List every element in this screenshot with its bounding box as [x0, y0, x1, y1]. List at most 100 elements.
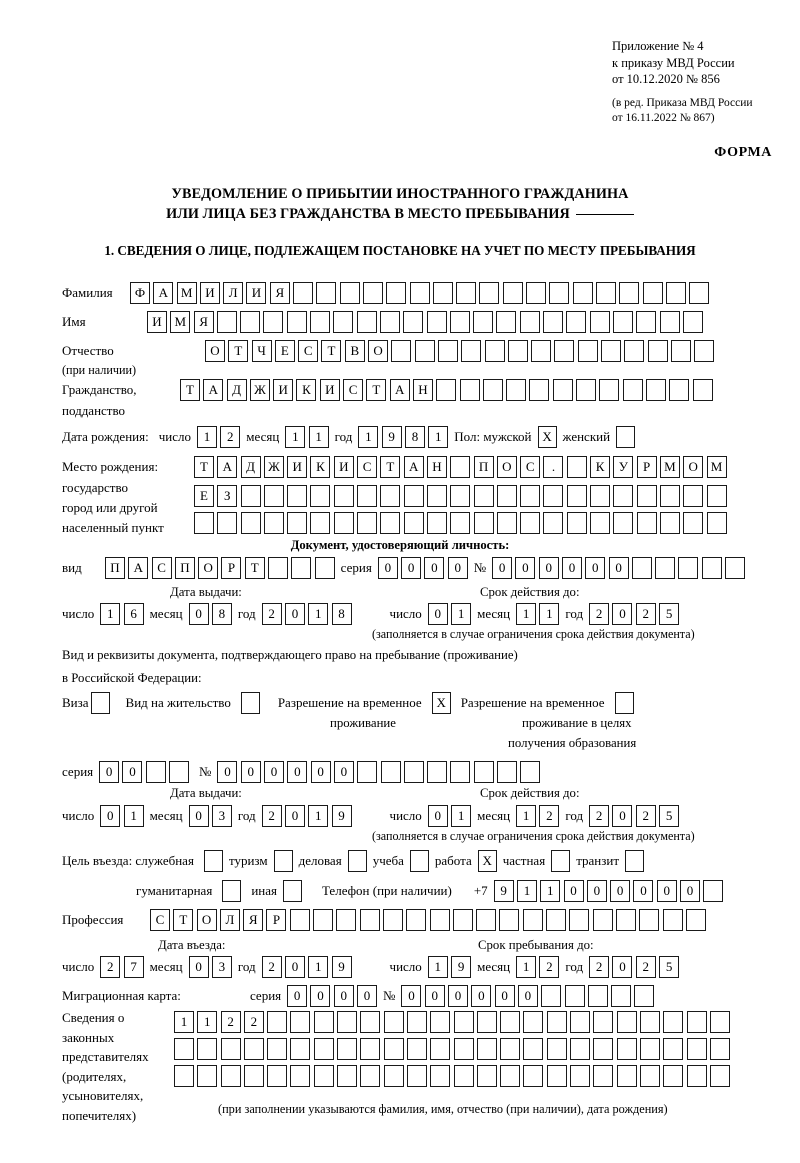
char-cell[interactable] — [499, 909, 520, 931]
char-cell[interactable]: Т — [366, 379, 387, 401]
char-cell[interactable] — [339, 282, 360, 304]
char-cell[interactable] — [336, 909, 357, 931]
char-cell[interactable] — [502, 282, 523, 304]
char-cell[interactable]: Ж — [249, 379, 270, 401]
char-cell[interactable]: 0 — [287, 985, 308, 1007]
char-cell[interactable] — [662, 909, 683, 931]
char-cell[interactable] — [313, 1011, 334, 1033]
char-cell[interactable] — [357, 485, 378, 507]
char-cell[interactable]: Л — [223, 282, 244, 304]
char-cell[interactable] — [450, 485, 471, 507]
char-cell[interactable] — [523, 1038, 544, 1060]
char-cell[interactable]: 0 — [608, 557, 629, 579]
char-cell[interactable]: З — [217, 485, 238, 507]
char-cell[interactable] — [426, 311, 447, 333]
purpose-study-checkbox[interactable] — [409, 850, 429, 872]
char-cell[interactable]: Д — [226, 379, 247, 401]
char-cell[interactable]: Ч — [251, 340, 272, 362]
char-cell[interactable] — [313, 1065, 334, 1087]
char-cell[interactable] — [593, 1065, 614, 1087]
char-cell[interactable]: 2 — [589, 603, 610, 625]
char-cell[interactable] — [380, 485, 401, 507]
purpose-humanitarian-checkbox[interactable] — [222, 880, 242, 902]
char-cell[interactable] — [686, 1011, 707, 1033]
char-cell[interactable] — [636, 512, 657, 534]
char-cell[interactable] — [590, 512, 611, 534]
char-cell[interactable] — [314, 557, 335, 579]
char-cell[interactable] — [287, 485, 308, 507]
char-cell[interactable] — [220, 1038, 241, 1060]
sex-female-checkbox[interactable] — [616, 426, 636, 448]
char-cell[interactable] — [360, 1011, 381, 1033]
char-cell[interactable] — [616, 1065, 637, 1087]
char-cell[interactable] — [522, 909, 543, 931]
char-cell[interactable] — [500, 1065, 521, 1087]
char-cell[interactable] — [566, 311, 587, 333]
char-cell[interactable] — [357, 512, 378, 534]
char-cell[interactable] — [473, 512, 494, 534]
purpose-other-checkbox[interactable] — [282, 880, 302, 902]
char-cell[interactable]: П — [105, 557, 125, 579]
char-cell[interactable] — [383, 1038, 404, 1060]
char-cell[interactable] — [570, 1038, 591, 1060]
char-cell[interactable]: 0 — [494, 985, 515, 1007]
char-cell[interactable] — [595, 282, 616, 304]
char-cell[interactable] — [546, 909, 567, 931]
char-cell[interactable] — [665, 282, 686, 304]
char-cell[interactable]: 2 — [100, 956, 121, 978]
char-cell[interactable]: 0 — [586, 880, 607, 902]
char-cell[interactable] — [406, 909, 427, 931]
char-cell[interactable]: 2 — [635, 805, 656, 827]
char-cell[interactable]: 0 — [284, 603, 305, 625]
char-cell[interactable] — [291, 557, 312, 579]
char-cell[interactable] — [403, 311, 424, 333]
purpose-tourism-checkbox[interactable] — [273, 850, 293, 872]
char-cell[interactable] — [476, 1011, 497, 1033]
char-cell[interactable]: 0 — [377, 557, 398, 579]
char-cell[interactable]: К — [310, 456, 331, 478]
char-cell[interactable] — [403, 512, 424, 534]
char-cell[interactable] — [612, 311, 633, 333]
legal-rep-cells-3[interactable] — [174, 1065, 730, 1087]
char-cell[interactable]: 0 — [284, 805, 305, 827]
char-cell[interactable] — [243, 1038, 264, 1060]
char-cell[interactable]: 0 — [310, 761, 331, 783]
char-cell[interactable] — [194, 512, 214, 534]
char-cell[interactable] — [639, 1011, 660, 1033]
char-cell[interactable] — [689, 282, 710, 304]
char-cell[interactable]: 0 — [563, 880, 584, 902]
char-cell[interactable] — [526, 282, 547, 304]
char-cell[interactable] — [430, 1065, 451, 1087]
char-cell[interactable]: 1 — [196, 426, 217, 448]
char-cell[interactable]: 2 — [261, 956, 282, 978]
char-cell[interactable] — [362, 282, 383, 304]
char-cell[interactable] — [686, 1065, 707, 1087]
char-cell[interactable] — [497, 761, 517, 783]
char-cell[interactable]: Р — [636, 456, 657, 478]
char-cell[interactable] — [523, 1065, 544, 1087]
char-cell[interactable] — [659, 311, 680, 333]
char-cell[interactable] — [576, 379, 597, 401]
char-cell[interactable]: 0 — [612, 805, 633, 827]
char-cell[interactable] — [240, 311, 261, 333]
char-cell[interactable]: В — [344, 340, 365, 362]
char-cell[interactable] — [616, 1011, 637, 1033]
char-cell[interactable]: 0 — [357, 985, 378, 1007]
char-cell[interactable] — [380, 512, 401, 534]
char-cell[interactable] — [391, 340, 412, 362]
char-cell[interactable]: С — [150, 909, 170, 931]
char-cell[interactable]: П — [174, 557, 195, 579]
char-cell[interactable]: 0 — [310, 985, 331, 1007]
char-cell[interactable]: О — [496, 456, 517, 478]
char-cell[interactable]: 1 — [540, 880, 561, 902]
char-cell[interactable]: 1 — [516, 603, 537, 625]
char-cell[interactable]: 2 — [589, 956, 610, 978]
char-cell[interactable]: С — [298, 340, 319, 362]
char-cell[interactable] — [267, 1038, 288, 1060]
char-cell[interactable]: 1 — [358, 426, 379, 448]
char-cell[interactable] — [333, 485, 354, 507]
char-cell[interactable]: 2 — [261, 805, 282, 827]
char-cell[interactable] — [592, 909, 613, 931]
